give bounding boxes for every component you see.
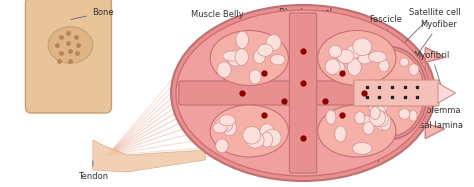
Ellipse shape xyxy=(347,59,361,76)
Ellipse shape xyxy=(409,64,419,75)
Ellipse shape xyxy=(326,110,336,124)
Ellipse shape xyxy=(400,58,409,66)
Ellipse shape xyxy=(318,30,396,85)
Text: Tendon: Tendon xyxy=(78,161,108,181)
Ellipse shape xyxy=(331,61,345,75)
Ellipse shape xyxy=(374,111,388,127)
Text: Muscle Belly: Muscle Belly xyxy=(191,10,271,20)
Ellipse shape xyxy=(260,124,274,140)
Ellipse shape xyxy=(337,50,354,63)
Ellipse shape xyxy=(257,44,273,56)
Ellipse shape xyxy=(369,110,385,126)
Ellipse shape xyxy=(379,59,389,72)
Ellipse shape xyxy=(329,45,342,58)
Ellipse shape xyxy=(353,38,372,56)
Text: Myofibril: Myofibril xyxy=(413,50,450,85)
FancyBboxPatch shape xyxy=(26,0,111,113)
Text: Epimysium: Epimysium xyxy=(325,131,393,153)
Text: Sarcolemma: Sarcolemma xyxy=(384,105,461,114)
Text: Basal lamina: Basal lamina xyxy=(365,111,463,130)
Ellipse shape xyxy=(236,31,248,48)
PathPatch shape xyxy=(372,47,445,139)
Ellipse shape xyxy=(325,59,340,75)
Ellipse shape xyxy=(359,116,374,124)
Ellipse shape xyxy=(235,49,248,65)
Ellipse shape xyxy=(270,54,285,65)
Text: Myofiber: Myofiber xyxy=(402,20,457,76)
Ellipse shape xyxy=(379,114,391,131)
Text: Bone: Bone xyxy=(71,8,113,19)
Ellipse shape xyxy=(223,51,242,61)
Text: Satellite cell: Satellite cell xyxy=(372,8,460,76)
Ellipse shape xyxy=(176,10,430,176)
Ellipse shape xyxy=(48,27,93,63)
Ellipse shape xyxy=(369,51,387,62)
Ellipse shape xyxy=(346,45,362,58)
Ellipse shape xyxy=(171,5,435,181)
FancyBboxPatch shape xyxy=(290,13,317,173)
Ellipse shape xyxy=(399,109,410,119)
PathPatch shape xyxy=(93,140,205,172)
Ellipse shape xyxy=(216,139,228,153)
Ellipse shape xyxy=(371,104,385,121)
Ellipse shape xyxy=(210,105,288,157)
Ellipse shape xyxy=(353,142,372,154)
Text: Nuclei: Nuclei xyxy=(394,91,435,99)
Ellipse shape xyxy=(249,70,261,84)
Ellipse shape xyxy=(376,117,389,131)
Ellipse shape xyxy=(370,107,380,119)
Ellipse shape xyxy=(358,54,372,64)
Ellipse shape xyxy=(210,30,288,85)
Ellipse shape xyxy=(369,103,379,114)
Ellipse shape xyxy=(363,122,374,134)
Ellipse shape xyxy=(213,123,227,133)
FancyBboxPatch shape xyxy=(179,81,427,105)
Ellipse shape xyxy=(387,88,401,96)
Ellipse shape xyxy=(335,126,346,142)
Ellipse shape xyxy=(264,129,281,147)
Text: Fascicle: Fascicle xyxy=(370,15,402,52)
Ellipse shape xyxy=(219,115,235,126)
Ellipse shape xyxy=(376,98,387,111)
Ellipse shape xyxy=(243,126,261,144)
Text: Perimysium: Perimysium xyxy=(306,141,380,165)
Ellipse shape xyxy=(228,50,244,66)
PathPatch shape xyxy=(438,83,456,103)
Text: Blood vessel: Blood vessel xyxy=(280,8,333,47)
Ellipse shape xyxy=(355,112,365,124)
Ellipse shape xyxy=(261,132,273,147)
Ellipse shape xyxy=(246,132,264,148)
FancyBboxPatch shape xyxy=(354,80,439,106)
Ellipse shape xyxy=(266,35,281,51)
Ellipse shape xyxy=(409,110,417,121)
Ellipse shape xyxy=(254,50,265,64)
Ellipse shape xyxy=(374,103,387,113)
Ellipse shape xyxy=(355,47,427,139)
Ellipse shape xyxy=(215,119,233,132)
Ellipse shape xyxy=(358,50,424,136)
Ellipse shape xyxy=(217,62,231,78)
Ellipse shape xyxy=(318,105,396,157)
Ellipse shape xyxy=(222,119,237,136)
